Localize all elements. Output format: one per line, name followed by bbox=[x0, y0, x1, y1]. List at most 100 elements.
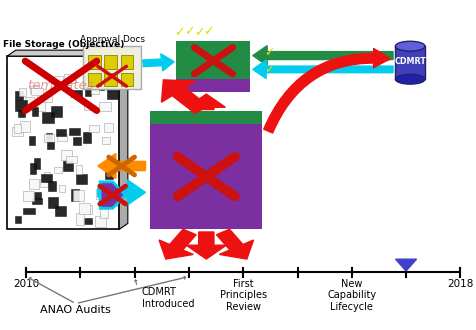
Bar bbox=[71, 90, 82, 97]
Bar bbox=[104, 123, 112, 132]
Bar bbox=[30, 163, 36, 174]
Text: CDMRT: CDMRT bbox=[394, 56, 425, 66]
Bar bbox=[91, 87, 99, 94]
Polygon shape bbox=[159, 229, 196, 259]
Polygon shape bbox=[186, 232, 226, 259]
Bar bbox=[104, 55, 117, 69]
Text: New
Capability
Lifecycle: New Capability Lifecycle bbox=[327, 279, 376, 312]
Bar bbox=[25, 97, 34, 109]
Bar bbox=[70, 189, 79, 201]
Bar bbox=[19, 110, 25, 117]
Bar bbox=[76, 165, 82, 174]
Bar bbox=[13, 124, 20, 133]
Bar bbox=[69, 128, 79, 135]
Bar bbox=[43, 172, 50, 182]
Bar bbox=[73, 190, 83, 201]
Bar bbox=[19, 88, 26, 96]
Text: ANAO Audits: ANAO Audits bbox=[40, 305, 111, 315]
Polygon shape bbox=[395, 259, 416, 271]
Text: Approval Docs: Approval Docs bbox=[79, 35, 144, 44]
Ellipse shape bbox=[395, 41, 424, 51]
Bar bbox=[104, 172, 113, 180]
Text: ✓: ✓ bbox=[264, 63, 274, 76]
Bar bbox=[40, 179, 48, 187]
Polygon shape bbox=[187, 94, 225, 110]
Bar bbox=[12, 127, 23, 136]
Bar bbox=[7, 56, 119, 229]
Bar bbox=[30, 179, 39, 189]
Bar bbox=[35, 100, 45, 111]
Bar bbox=[82, 206, 91, 214]
Bar bbox=[150, 111, 262, 124]
Polygon shape bbox=[119, 50, 128, 229]
Bar bbox=[57, 134, 67, 141]
Bar bbox=[54, 167, 62, 173]
Bar bbox=[88, 73, 100, 86]
Bar bbox=[41, 174, 51, 182]
Text: First
Principles
Review: First Principles Review bbox=[219, 279, 266, 312]
Text: templates: templates bbox=[28, 79, 94, 92]
Bar bbox=[176, 79, 250, 92]
Bar bbox=[54, 76, 63, 85]
Bar bbox=[48, 197, 58, 208]
Bar bbox=[37, 89, 46, 100]
Bar bbox=[47, 142, 54, 149]
Text: 2010: 2010 bbox=[13, 279, 40, 289]
Bar bbox=[92, 81, 104, 90]
Bar bbox=[150, 124, 262, 229]
Polygon shape bbox=[98, 153, 145, 179]
Bar bbox=[107, 195, 117, 206]
Bar bbox=[95, 216, 106, 227]
Text: ✓: ✓ bbox=[174, 27, 185, 40]
Bar bbox=[107, 91, 119, 99]
Bar bbox=[107, 81, 118, 91]
Bar bbox=[32, 107, 38, 116]
Bar bbox=[83, 218, 91, 224]
Text: CDMRT
Introduced: CDMRT Introduced bbox=[141, 287, 194, 309]
Text: 2018: 2018 bbox=[446, 279, 473, 289]
Bar bbox=[83, 102, 90, 110]
Bar bbox=[29, 136, 35, 145]
Polygon shape bbox=[216, 229, 253, 259]
Bar bbox=[60, 150, 72, 160]
Bar bbox=[23, 208, 35, 214]
Ellipse shape bbox=[395, 74, 424, 84]
Bar bbox=[33, 192, 41, 199]
Bar bbox=[76, 174, 87, 184]
Bar bbox=[176, 41, 250, 92]
FancyArrow shape bbox=[100, 182, 125, 208]
Bar bbox=[63, 161, 72, 171]
Bar bbox=[55, 207, 66, 216]
Bar bbox=[120, 73, 133, 86]
Bar bbox=[79, 203, 90, 214]
Polygon shape bbox=[98, 180, 145, 205]
Bar bbox=[59, 185, 65, 192]
Polygon shape bbox=[252, 46, 392, 65]
Text: ✓: ✓ bbox=[184, 25, 194, 38]
Bar bbox=[395, 46, 424, 79]
Text: ✓: ✓ bbox=[203, 25, 213, 38]
Bar bbox=[66, 156, 77, 163]
Bar bbox=[42, 112, 54, 123]
Bar bbox=[15, 216, 21, 223]
Bar bbox=[31, 88, 43, 95]
Bar bbox=[88, 55, 100, 69]
Bar bbox=[89, 125, 99, 132]
Bar bbox=[41, 96, 52, 102]
Bar bbox=[120, 55, 133, 69]
Text: ✓: ✓ bbox=[264, 46, 274, 59]
Bar bbox=[30, 86, 39, 93]
Bar bbox=[73, 137, 81, 145]
Polygon shape bbox=[252, 60, 392, 79]
Bar bbox=[96, 189, 105, 199]
Bar bbox=[34, 157, 40, 169]
Polygon shape bbox=[142, 54, 174, 71]
Bar bbox=[15, 91, 23, 100]
Bar bbox=[99, 209, 108, 218]
Bar bbox=[102, 137, 110, 145]
Bar bbox=[99, 102, 110, 111]
Bar bbox=[31, 198, 41, 205]
Bar bbox=[83, 46, 140, 89]
Bar bbox=[15, 100, 27, 111]
Polygon shape bbox=[161, 80, 208, 114]
